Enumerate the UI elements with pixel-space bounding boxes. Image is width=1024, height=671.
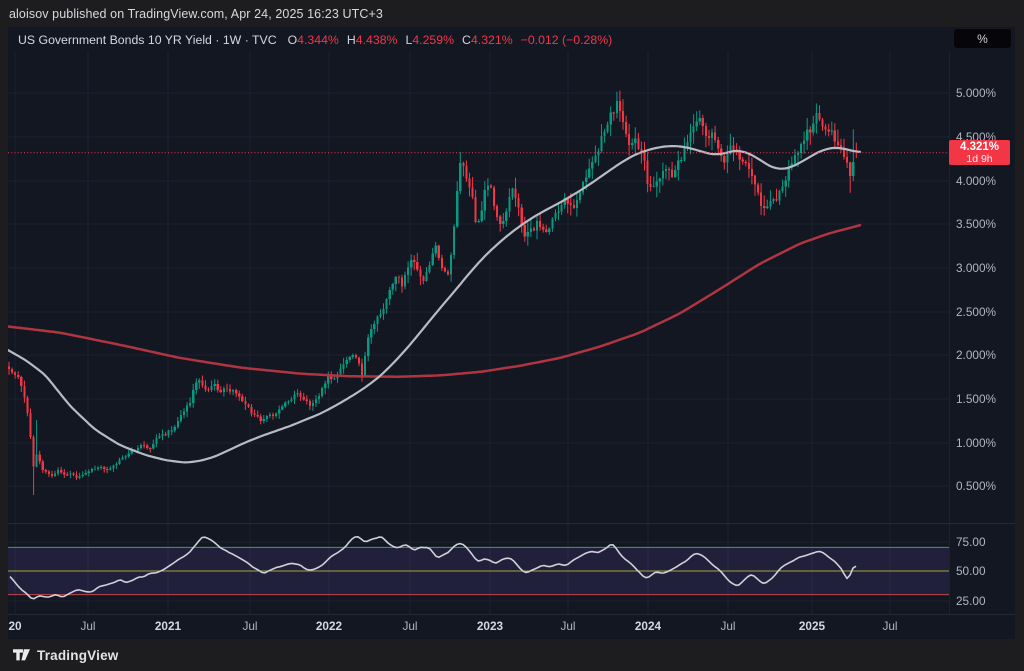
vertical-gridlines bbox=[14, 52, 891, 614]
time-axis-label: 2024 bbox=[634, 619, 662, 633]
time-axis-label: 2021 bbox=[154, 619, 182, 633]
chart-svg bbox=[8, 52, 949, 614]
time-axis-label: 2025 bbox=[798, 619, 826, 633]
rsi-tick-label: 75.00 bbox=[956, 535, 986, 549]
brand-name: TradingView bbox=[37, 647, 119, 663]
time-axis-label: Jul bbox=[882, 619, 898, 633]
publish-info-text: aloisov published on TradingView.com, Ap… bbox=[9, 6, 383, 21]
rsi-tick-label: 25.00 bbox=[956, 594, 986, 608]
price-tick-label: 1.000% bbox=[956, 436, 997, 450]
footer-bar: TradingView bbox=[0, 639, 1024, 671]
ma-slow-line bbox=[8, 223, 862, 378]
time-axis-label: Jul bbox=[720, 619, 736, 633]
price-tick-label: 2.500% bbox=[956, 305, 997, 319]
rsi-band bbox=[8, 546, 949, 596]
time-axis-label: 20 bbox=[8, 619, 22, 633]
time-axis-label: 2022 bbox=[315, 619, 343, 633]
rsi-plot-line bbox=[9, 536, 857, 600]
time-axis-label: Jul bbox=[80, 619, 96, 633]
ma-fast-line bbox=[8, 145, 862, 464]
chart-widget: US Government Bonds 10 YR Yield · 1W · T… bbox=[8, 27, 1015, 639]
ohlc-high: H4.438% bbox=[346, 32, 398, 47]
time-axis-label: Jul bbox=[402, 619, 418, 633]
percent-scale-button[interactable]: % bbox=[953, 28, 1012, 49]
candlestick-series bbox=[8, 90, 858, 495]
chart-plot[interactable] bbox=[8, 52, 949, 614]
last-price-value: 4.321% bbox=[959, 140, 999, 153]
price-tick-label: 3.500% bbox=[956, 217, 997, 231]
price-axis-border bbox=[949, 52, 950, 614]
tradingview-logo-icon[interactable] bbox=[13, 648, 30, 662]
bar-countdown: 1d 9h bbox=[966, 152, 993, 165]
price-tick-label: 5.000% bbox=[956, 86, 997, 100]
price-tick-label: 0.500% bbox=[956, 479, 997, 493]
symbol-title[interactable]: US Government Bonds 10 YR Yield · 1W · T… bbox=[18, 32, 277, 47]
chart-legend: US Government Bonds 10 YR Yield · 1W · T… bbox=[18, 27, 612, 52]
horizontal-gridlines bbox=[8, 92, 949, 602]
ohlc-close: C4.321% bbox=[462, 32, 513, 47]
price-axis[interactable]: 4.321% 1d 9h 5.000% 4.500% 4.000% 3.500% 3.0… bbox=[949, 52, 1015, 614]
price-tick-label: 3.000% bbox=[956, 261, 997, 275]
time-axis[interactable]: 20 Jul 2021 Jul 2022 Jul 2023 Jul 2024 Jul 2025 Jul bbox=[8, 614, 1015, 639]
price-tick-label: 2.000% bbox=[956, 348, 997, 362]
ohlc-open: O4.344% bbox=[287, 32, 339, 47]
price-tick-label: 4.000% bbox=[956, 174, 997, 188]
price-tick-label: 1.500% bbox=[956, 392, 997, 406]
time-axis-label: 2023 bbox=[476, 619, 504, 633]
pane-divider[interactable] bbox=[8, 523, 1015, 524]
rsi-tick-label: 50.00 bbox=[956, 564, 986, 578]
price-change: −0.012 (−0.28%) bbox=[520, 32, 613, 47]
time-axis-label: Jul bbox=[560, 619, 576, 633]
time-axis-label: Jul bbox=[242, 619, 258, 633]
last-price-label: 4.321% 1d 9h bbox=[949, 140, 1010, 165]
ohlc-low: L4.259% bbox=[405, 32, 455, 47]
publish-info-bar: aloisov published on TradingView.com, Ap… bbox=[0, 0, 1024, 27]
